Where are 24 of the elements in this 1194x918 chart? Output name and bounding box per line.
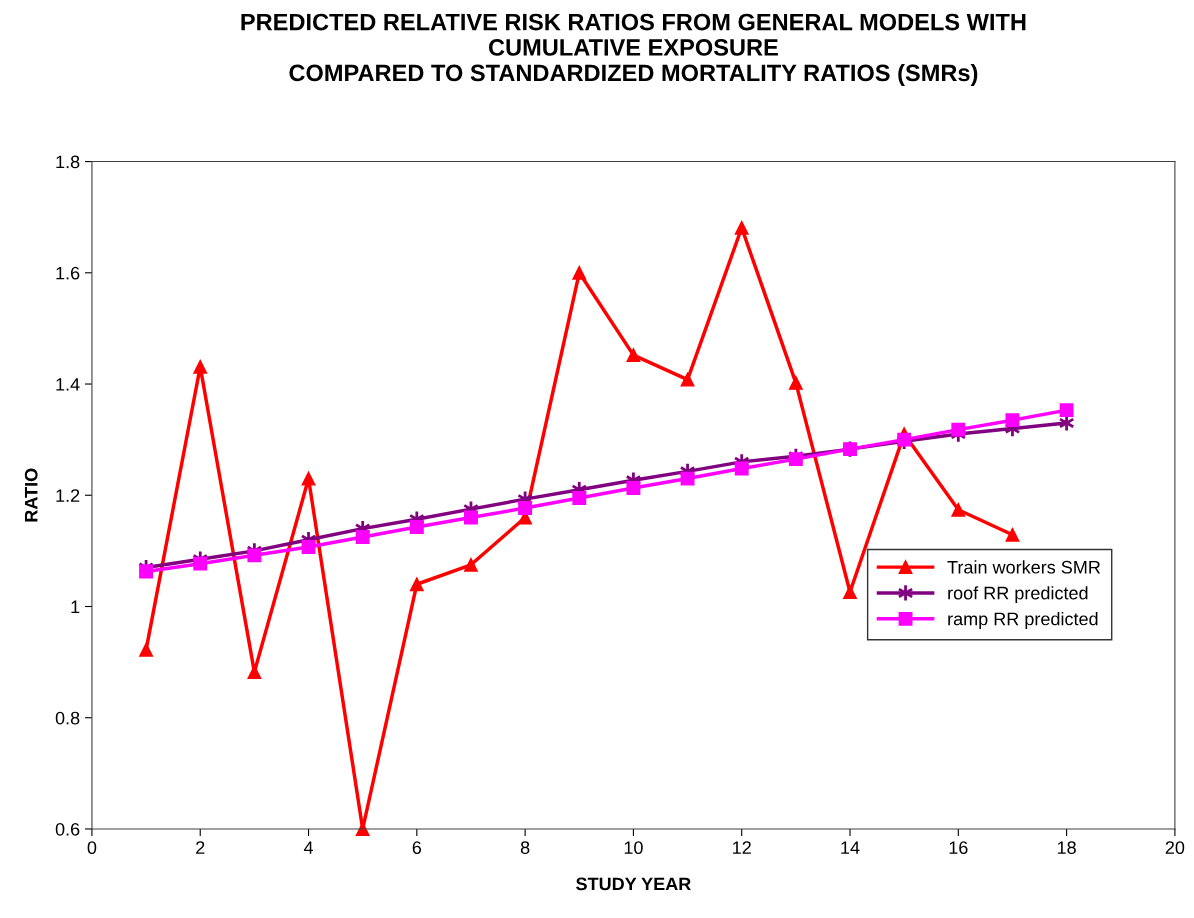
- x-tick-label: 8: [520, 841, 530, 855]
- legend-label: roof RR predicted: [948, 586, 1088, 604]
- y-tick-label: 1.6: [56, 266, 80, 280]
- y-tick-label: 1.2: [56, 489, 80, 502]
- x-tick-label: 14: [841, 841, 860, 854]
- legend-label: Train workers SMR: [947, 560, 1101, 574]
- x-tick-label: 10: [624, 841, 643, 855]
- y-tick-label: 0.6: [55, 822, 80, 836]
- x-tick-label: 12: [733, 841, 751, 854]
- x-tick-label: 2: [196, 841, 205, 854]
- x-axis-title: STUDY YEAR: [576, 877, 691, 891]
- x-tick-label: 0: [87, 841, 97, 855]
- y-axis-title: RATIO: [24, 468, 38, 522]
- x-tick-label: 20: [1165, 841, 1185, 855]
- y-tick-label: 1.4: [56, 378, 80, 391]
- chart-title: PREDICTED RELATIVE RISK RATIOS FROM GENERAL MODELS WITH CUMULATIVE EXPOSURE COMPARED TO STANDARDIZED MORTALITY RATIOS (SMRs): [241, 13, 1026, 86]
- x-tick-label: 6: [412, 841, 422, 855]
- x-tick-label: 4: [303, 841, 314, 854]
- x-tick-label: 18: [1057, 841, 1076, 855]
- y-tick-label: 1.8: [56, 155, 80, 169]
- x-tick-label: 16: [949, 841, 968, 855]
- y-tick-label: 0.8: [55, 711, 80, 725]
- y-tick-label: 1: [71, 600, 80, 614]
- legend-label: ramp RR predicted: [948, 612, 1098, 629]
